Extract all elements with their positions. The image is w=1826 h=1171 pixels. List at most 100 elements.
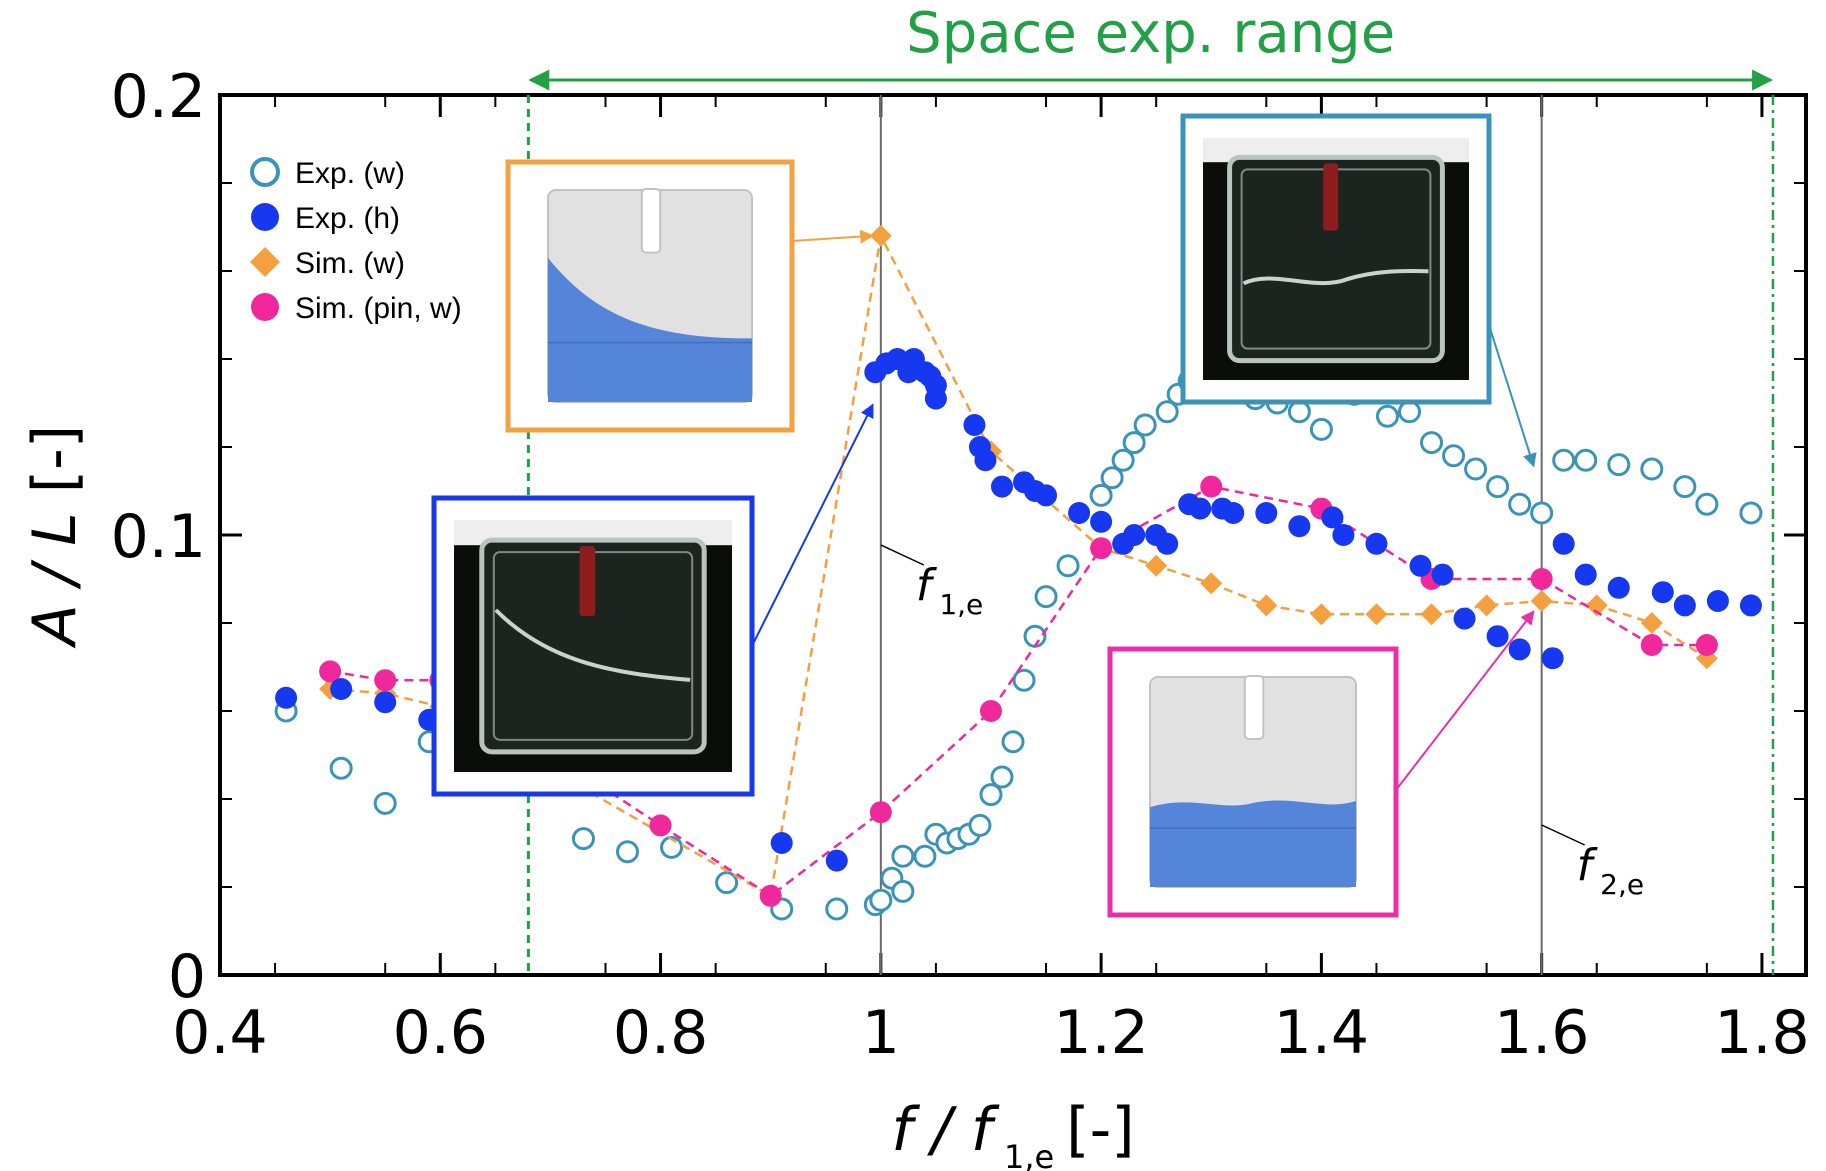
data-point (1309, 417, 1333, 441)
x-tick-label: 0.4 (172, 998, 267, 1068)
legend-label: Sim. (w) (295, 247, 405, 280)
data-point (1409, 554, 1432, 577)
legend-label: Exp. (w) (295, 157, 405, 190)
x-tick-label: 1.6 (1494, 998, 1589, 1068)
data-point (1288, 515, 1311, 538)
y-tick-label: 0 (168, 942, 206, 1012)
data-point (1056, 554, 1080, 578)
data-point (1739, 501, 1763, 525)
range-label: Space exp. range (906, 1, 1395, 66)
data-point (1541, 647, 1564, 670)
data-point (1607, 453, 1631, 477)
legend-label: Sim. (pin, w) (295, 292, 462, 325)
data-point (1640, 634, 1663, 656)
data-point (963, 414, 986, 436)
data-point (990, 765, 1014, 789)
inset-magenta-sim (1107, 646, 1399, 918)
data-point (1255, 502, 1278, 524)
data-point (1001, 730, 1025, 754)
data-point (1739, 594, 1762, 617)
data-point (329, 756, 353, 780)
x-axis-label: f / f 1,e [-] (891, 1095, 1134, 1171)
data-point (924, 387, 947, 410)
data-point (1585, 594, 1608, 617)
data-point (1365, 532, 1388, 555)
glass-tank (1227, 154, 1445, 364)
legend-entry: Exp. (h) (251, 202, 400, 235)
inset-teal-photo (1180, 113, 1492, 405)
data-point (979, 700, 1002, 722)
data-point (616, 840, 640, 864)
data-point (1034, 585, 1058, 609)
data-point (1640, 612, 1663, 634)
inset-arrow (791, 229, 875, 244)
data-point (1431, 563, 1454, 586)
data-point (1420, 603, 1443, 626)
data-point (1508, 492, 1532, 516)
data-point (1012, 668, 1036, 692)
data-point (913, 844, 937, 868)
data-point (1530, 590, 1553, 612)
data-point (1673, 475, 1697, 499)
data-point (1287, 400, 1311, 424)
x-tick-label: 1.2 (1053, 998, 1148, 1068)
x-tick-label: 0.8 (613, 998, 708, 1068)
data-point (1255, 594, 1278, 617)
data-point (1486, 475, 1510, 499)
x-tick-label: 0.6 (393, 998, 488, 1068)
liquid-fill (548, 257, 752, 402)
data-point (1068, 502, 1091, 524)
data-point (1475, 594, 1498, 617)
data-point (869, 888, 893, 912)
data-point (1111, 448, 1135, 472)
y-tick-label: 0.1 (111, 502, 206, 572)
data-point (1508, 638, 1531, 661)
data-point (770, 832, 793, 854)
data-point (374, 691, 397, 714)
tank-slot (1243, 675, 1265, 740)
legend: Exp. (w) Exp. (h) Sim. (w) Sim. (pin, w) (250, 157, 462, 325)
data-point (1552, 448, 1576, 472)
inset-arrow (1395, 610, 1535, 791)
inset-orange-sim (505, 159, 795, 433)
data-point (825, 849, 848, 872)
reference-leader (880, 544, 925, 566)
liquid-fill (1150, 800, 1356, 887)
data-point (1651, 581, 1674, 604)
y-axis-label: A / L [-] (20, 425, 90, 649)
data-point (1464, 457, 1488, 481)
legend-marker (250, 247, 280, 277)
insets-layer (431, 113, 1537, 918)
data-point (1156, 532, 1179, 555)
data-point (1695, 492, 1719, 516)
reference-label: f 2,e (1577, 840, 1644, 901)
liquid-surface (494, 608, 691, 682)
legend-entry: Exp. (w) (250, 157, 405, 190)
liquid-surface (1242, 269, 1429, 286)
data-point (759, 884, 782, 907)
data-point (1673, 594, 1696, 617)
legend-label: Exp. (h) (295, 202, 400, 235)
data-point (1442, 444, 1466, 468)
x-tick-label: 1 (862, 998, 900, 1068)
x-tick-label: 1.4 (1274, 998, 1369, 1068)
data-point (825, 897, 849, 921)
data-point (1365, 603, 1388, 626)
series-exp-h- (275, 348, 1762, 872)
data-point (1090, 537, 1113, 560)
data-point (1574, 563, 1597, 586)
data-point (649, 814, 672, 837)
data-point (1133, 413, 1157, 437)
legend-entry: Sim. (pin, w) (251, 292, 462, 325)
data-point (1321, 506, 1344, 529)
data-point (715, 871, 739, 895)
data-point (1123, 524, 1146, 546)
data-point (1453, 607, 1476, 630)
data-point (1607, 576, 1630, 599)
legend-marker (251, 203, 279, 231)
data-point (660, 835, 684, 859)
series-layer (274, 224, 1763, 921)
data-point (1222, 502, 1245, 524)
inset-blue-photo (431, 495, 755, 797)
